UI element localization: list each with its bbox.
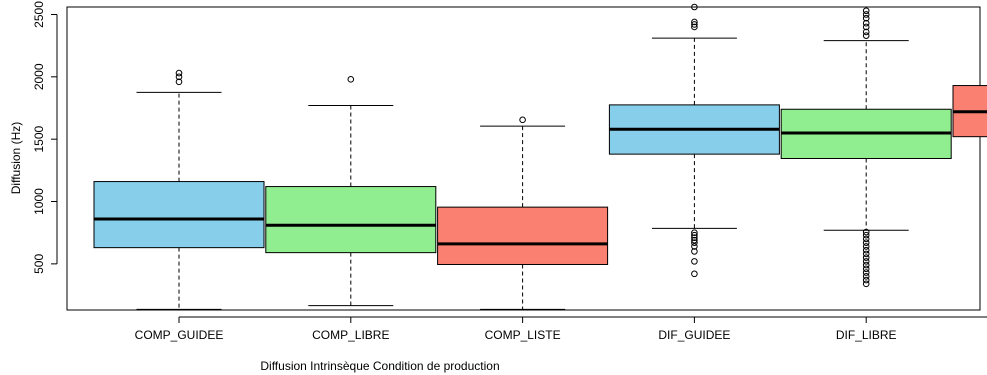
outlier-point bbox=[862, 254, 870, 261]
outlier-point bbox=[862, 231, 870, 239]
outlier-point bbox=[862, 32, 870, 39]
outlier-point bbox=[862, 19, 870, 27]
outlier-point bbox=[862, 276, 870, 284]
iqr-box bbox=[437, 206, 609, 265]
outlier-point bbox=[862, 273, 870, 280]
box-dif-liste bbox=[952, 85, 987, 138]
plot-frame bbox=[66, 6, 981, 311]
outlier-point bbox=[862, 246, 870, 254]
outlier-point bbox=[862, 269, 870, 276]
iqr-box bbox=[265, 186, 437, 254]
x-tick-label: DIF_GUIDEE bbox=[658, 328, 730, 342]
outlier-point bbox=[862, 243, 870, 250]
outlier-point bbox=[862, 258, 870, 265]
outlier-point bbox=[175, 69, 183, 77]
outlier-point bbox=[862, 11, 870, 18]
outlier-point bbox=[862, 23, 870, 31]
outlier-point bbox=[862, 239, 870, 246]
y-tick-label: 2500 bbox=[32, 1, 46, 28]
x-tick-label: COMP_GUIDEE bbox=[135, 328, 224, 342]
iqr-box bbox=[93, 181, 265, 249]
y-axis-label: Diffusion (Hz) bbox=[9, 122, 23, 194]
outlier-point bbox=[175, 73, 183, 81]
outlier-point bbox=[691, 229, 698, 236]
outlier-point bbox=[175, 78, 183, 86]
outlier-point bbox=[691, 248, 698, 255]
y-tick-label: 1000 bbox=[32, 188, 46, 215]
outlier-point bbox=[862, 280, 870, 288]
x-tick-label: COMP_LIBRE bbox=[312, 328, 389, 342]
y-tick-label: 500 bbox=[32, 254, 46, 274]
outlier-point bbox=[691, 3, 698, 11]
y-tick-label: 2000 bbox=[32, 63, 46, 90]
box-comp-liste bbox=[437, 116, 609, 310]
outlier-point bbox=[862, 14, 870, 22]
outlier-point bbox=[519, 116, 526, 124]
box-comp-libre bbox=[265, 76, 437, 307]
x-axis: COMP_GUIDEE COMP_LIBRE COMP_LISTE DIF_GUIDE… bbox=[135, 316, 987, 342]
outlier-point bbox=[691, 234, 698, 241]
outlier-point bbox=[862, 228, 870, 236]
outlier-point bbox=[691, 270, 698, 278]
outlier-point bbox=[862, 261, 870, 269]
outlier-point bbox=[691, 239, 698, 246]
y-tick-label: 1500 bbox=[32, 126, 46, 153]
outlier-point bbox=[691, 21, 698, 28]
outlier-point bbox=[862, 235, 870, 243]
outlier-point bbox=[691, 236, 698, 244]
outlier-point bbox=[862, 265, 870, 273]
x-tick-label: COMP_LISTE bbox=[485, 328, 561, 342]
box-comp-guidee bbox=[93, 69, 265, 310]
outlier-point bbox=[691, 23, 698, 31]
box-dif-guidee bbox=[608, 3, 780, 278]
outlier-point bbox=[347, 76, 355, 83]
outlier-point bbox=[691, 258, 698, 265]
outlier-point bbox=[862, 7, 870, 15]
box-dif-libre bbox=[780, 7, 952, 288]
x-axis-label: Diffusion Intrinsèque Condition de produ… bbox=[260, 359, 499, 373]
outlier-point bbox=[862, 28, 870, 36]
y-axis: 500 1000 1500 2000 2500 bbox=[32, 1, 58, 274]
outlier-point bbox=[862, 250, 870, 258]
outlier-point bbox=[691, 243, 698, 250]
box-group bbox=[93, 3, 987, 310]
x-tick-label: DIF_LIBRE bbox=[836, 328, 897, 342]
outlier-point bbox=[691, 231, 698, 239]
outlier-point bbox=[691, 18, 698, 26]
